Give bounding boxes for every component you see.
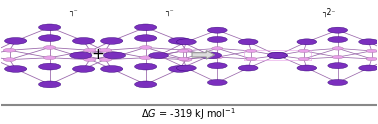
Circle shape: [135, 24, 157, 31]
Circle shape: [297, 65, 317, 71]
Circle shape: [212, 47, 223, 50]
Circle shape: [39, 24, 61, 31]
Circle shape: [298, 49, 309, 53]
Circle shape: [73, 38, 95, 44]
Circle shape: [43, 46, 56, 49]
Circle shape: [328, 79, 348, 85]
Circle shape: [135, 35, 157, 41]
Circle shape: [135, 81, 157, 88]
Circle shape: [332, 47, 343, 50]
Circle shape: [84, 48, 96, 52]
Circle shape: [101, 66, 123, 72]
Circle shape: [99, 58, 112, 62]
Circle shape: [238, 65, 258, 71]
Text: ┐2⁻: ┐2⁻: [322, 8, 335, 17]
Circle shape: [366, 57, 377, 61]
Circle shape: [359, 65, 378, 71]
Circle shape: [39, 35, 61, 41]
Text: ┐⁻: ┐⁻: [165, 7, 174, 16]
Circle shape: [70, 52, 92, 59]
Circle shape: [328, 37, 348, 43]
Circle shape: [149, 52, 169, 58]
Circle shape: [246, 57, 257, 61]
Circle shape: [328, 27, 348, 33]
Text: $\Delta G$ = -319 kJ mol$^{-1}$: $\Delta G$ = -319 kJ mol$^{-1}$: [141, 106, 237, 122]
Circle shape: [238, 39, 258, 45]
Circle shape: [101, 38, 123, 44]
Circle shape: [332, 55, 343, 59]
Circle shape: [99, 48, 112, 52]
Circle shape: [208, 63, 227, 69]
Circle shape: [212, 55, 223, 59]
Circle shape: [328, 63, 348, 69]
Circle shape: [39, 81, 61, 88]
Circle shape: [180, 58, 192, 62]
Circle shape: [246, 49, 257, 53]
Circle shape: [366, 49, 377, 53]
Text: ┐⁻: ┐⁻: [69, 7, 78, 16]
Circle shape: [169, 66, 191, 72]
Text: +: +: [91, 47, 104, 62]
Circle shape: [39, 63, 61, 70]
Circle shape: [208, 27, 227, 33]
Circle shape: [43, 56, 56, 60]
Circle shape: [177, 65, 196, 71]
Circle shape: [268, 52, 287, 58]
Circle shape: [104, 52, 125, 59]
Circle shape: [178, 49, 189, 53]
Circle shape: [178, 57, 189, 61]
Circle shape: [139, 56, 152, 60]
Circle shape: [298, 57, 309, 61]
Circle shape: [5, 66, 27, 72]
Circle shape: [359, 39, 378, 45]
FancyArrow shape: [192, 51, 215, 59]
Circle shape: [135, 63, 157, 70]
Circle shape: [169, 38, 191, 44]
Circle shape: [139, 46, 152, 49]
Circle shape: [84, 58, 96, 62]
Circle shape: [177, 39, 196, 45]
Circle shape: [180, 48, 192, 52]
Circle shape: [5, 38, 27, 44]
Circle shape: [200, 52, 222, 59]
Circle shape: [208, 37, 227, 43]
Circle shape: [297, 39, 317, 45]
Circle shape: [268, 52, 287, 58]
Circle shape: [208, 79, 227, 85]
Circle shape: [3, 58, 15, 62]
Circle shape: [3, 48, 15, 52]
Circle shape: [73, 66, 95, 72]
